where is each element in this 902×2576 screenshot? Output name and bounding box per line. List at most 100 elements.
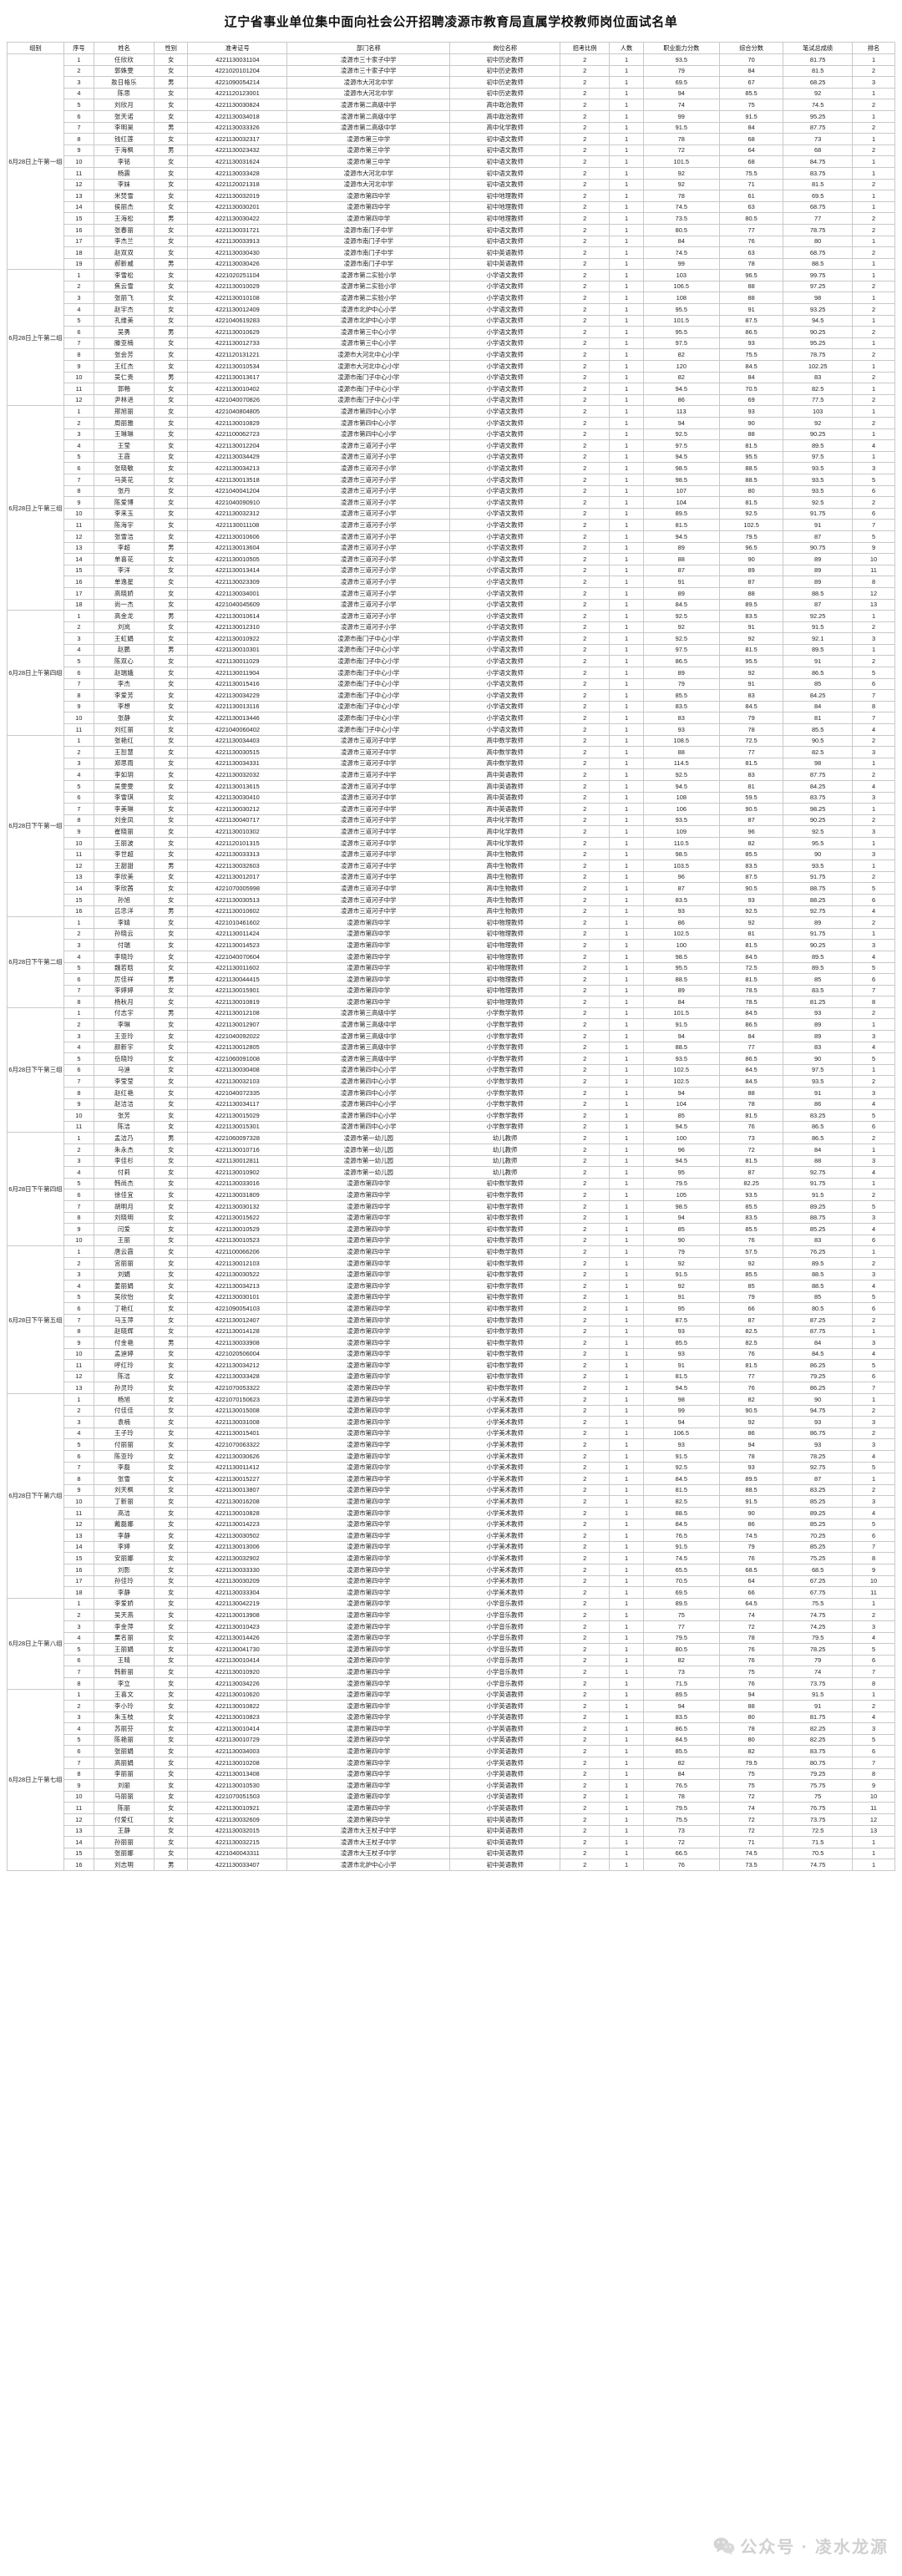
cell-total: 92.75 xyxy=(783,1461,853,1474)
cell-dept: 凌源市三道河子小学 xyxy=(286,473,451,486)
cell-name: 李婷 xyxy=(93,1540,155,1554)
cell-idx: 4 xyxy=(63,1722,94,1735)
table-row: 4 王莹女 4221130012204 凌源市三道河子小学 小学语文教师 2 1 97.5 81… xyxy=(8,439,895,452)
cell-rank: 2 xyxy=(852,1189,895,1201)
cell-name: 张雪 xyxy=(93,1473,155,1485)
cell-count: 1 xyxy=(609,836,644,849)
cell-post: 小学英语教师 xyxy=(449,1711,560,1724)
cell-total: 91 xyxy=(783,655,853,668)
cell-count: 1 xyxy=(609,1676,644,1690)
cell-post: 小学美术教师 xyxy=(449,1507,560,1519)
cell-ticket: 4221130012733 xyxy=(187,337,288,350)
cell-count: 1 xyxy=(609,734,644,748)
cell-sex: 女 xyxy=(154,1177,189,1190)
cell-s2: 82 xyxy=(718,1745,784,1758)
cell-name: 张春丽 xyxy=(93,223,155,236)
cell-total: 90 xyxy=(783,1393,853,1406)
table-row: 6月28日上午第八组 1 李爱娇女 4221130042219 凌源市第四中学 小学音乐教… xyxy=(7,1597,895,1690)
cell-post: 小学音乐教师 xyxy=(449,1609,560,1621)
cell-ticket: 4221090054214 xyxy=(187,76,288,89)
cell-count: 1 xyxy=(609,269,644,281)
cell-dept: 凌源市第三高级中学 xyxy=(286,1052,451,1065)
cell-rank: 2 xyxy=(852,417,895,429)
cell-ticket: 4221130033913 xyxy=(187,235,288,248)
cell-s1: 97.5 xyxy=(642,337,720,350)
cell-rank: 7 xyxy=(852,1757,895,1769)
cell-name: 李超 xyxy=(93,541,155,555)
cell-idx: 9 xyxy=(63,700,94,713)
cell-post: 初中数学教师 xyxy=(449,1234,560,1247)
cell-post: 初中物理教师 xyxy=(449,950,560,963)
cell-s1: 71.5 xyxy=(642,1676,720,1690)
cell-ratio: 2 xyxy=(559,1177,611,1190)
cell-idx: 10 xyxy=(63,836,94,849)
table-row: 11 高洁女 4221130010828 凌源市第四中学 小学美术教师 2 1 88.5 90 8… xyxy=(8,1507,895,1519)
cell-ticket: 4221130015227 xyxy=(187,1473,288,1485)
cell-ticket: 4221130034213 xyxy=(187,462,288,474)
cell-s2: 81.5 xyxy=(718,1109,784,1122)
cell-ticket: 4221040043311 xyxy=(187,1847,288,1860)
cell-s2: 84 xyxy=(718,121,784,134)
cell-ratio: 2 xyxy=(559,1030,611,1042)
cell-post: 高中英语教师 xyxy=(449,803,560,815)
cell-count: 1 xyxy=(609,1041,644,1054)
cell-sex: 女 xyxy=(154,1370,189,1383)
cell-post: 初中数学教师 xyxy=(449,1280,560,1292)
cell-count: 1 xyxy=(609,1733,644,1747)
cell-post: 小学语文教师 xyxy=(449,519,560,531)
column-header-ratio: 招考比例 xyxy=(559,42,611,54)
cell-name: 崔晓丽 xyxy=(93,825,155,838)
cell-rank: 2 xyxy=(852,734,895,748)
cell-s1: 95 xyxy=(642,1166,720,1179)
cell-name: 王琳琳 xyxy=(93,428,155,441)
cell-ratio: 2 xyxy=(559,1189,611,1201)
table-row: 6 李雪琪女 4221130030410 凌源市三道河子中学 高中英语教师 2 1 108 59… xyxy=(8,791,895,804)
cell-dept: 凌源市第四中学 xyxy=(286,1211,451,1225)
cell-ticket: 4221130015301 xyxy=(187,1120,288,1133)
group-label-cell: 6月28日上午第三组 xyxy=(7,405,64,611)
table-row: 15 李洋女 4221130013414 凌源市三道河子小学 小学语文教师 2 1 87 89 8… xyxy=(8,564,895,577)
cell-post: 初中英语教师 xyxy=(449,246,560,259)
cell-rank: 5 xyxy=(852,1733,895,1747)
cell-dept: 凌源市第四中学 xyxy=(286,996,451,1008)
cell-ratio: 2 xyxy=(559,1620,611,1633)
cell-s1: 94 xyxy=(642,1030,720,1042)
cell-s1: 93.5 xyxy=(642,1052,720,1065)
table-row: 10 马丽丽女 4221070051503 凌源市第四中学 小学英语教师 2 1 78 72 75… xyxy=(8,1790,895,1803)
cell-s1: 88 xyxy=(642,746,720,758)
cell-name: 周丽雅 xyxy=(93,417,155,429)
cell-count: 1 xyxy=(609,1109,644,1122)
cell-rank: 8 xyxy=(852,700,895,713)
cell-name: 付瑞 xyxy=(93,939,155,951)
cell-name: 王喜文 xyxy=(93,1688,155,1701)
cell-total: 78.25 xyxy=(783,1450,853,1463)
cell-post: 小学语文教师 xyxy=(449,462,560,474)
cell-rank: 7 xyxy=(852,712,895,725)
table-row: 16 吕忠洋男 4221130010602 凌源市三道河子中学 高中生物教师 2 1 93 92… xyxy=(8,905,895,918)
cell-ticket: 4221070150623 xyxy=(187,1393,288,1406)
cell-idx: 10 xyxy=(63,712,94,725)
cell-total: 75.25 xyxy=(783,1552,853,1564)
table-row: 12 张雪洁女 4221130010606 凌源市三道河子小学 小学语文教师 2 1 94.5… xyxy=(8,530,895,543)
cell-sex: 女 xyxy=(154,109,189,123)
cell-idx: 7 xyxy=(63,1075,94,1088)
cell-dept: 凌源市第四中学 xyxy=(286,1450,451,1463)
cell-count: 1 xyxy=(609,1370,644,1383)
cell-name: 高洁 xyxy=(93,1507,155,1519)
table-row: 8 张丹女 4221040041204 凌源市三道河子小学 小学语文教师 2 1 107 80 9… xyxy=(8,484,895,498)
cell-name: 高金龙 xyxy=(93,610,155,622)
cell-name: 李世超 xyxy=(93,848,155,861)
cell-name: 丁新丽 xyxy=(93,1495,155,1508)
cell-rank: 2 xyxy=(852,1007,895,1020)
cell-ticket: 4221130010819 xyxy=(187,996,288,1008)
cell-sex: 女 xyxy=(154,984,189,997)
cell-post: 小学语文教师 xyxy=(449,484,560,498)
cell-dept: 凌源市三道河子小学 xyxy=(286,507,451,520)
cell-ratio: 2 xyxy=(559,1450,611,1463)
cell-s2: 88 xyxy=(718,292,784,305)
cell-s2: 83 xyxy=(718,768,784,781)
cell-count: 1 xyxy=(609,1620,644,1633)
cell-post: 初中数学教师 xyxy=(449,1211,560,1225)
cell-ticket: 4221130032015 xyxy=(187,1824,288,1838)
